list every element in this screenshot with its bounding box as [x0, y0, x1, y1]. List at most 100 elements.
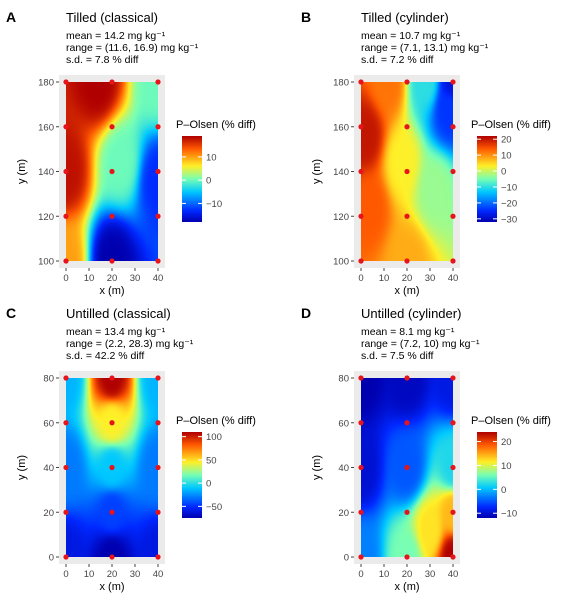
- sample-point: [358, 258, 364, 264]
- x-axis-label: x (m): [99, 285, 124, 297]
- sample-point: [109, 258, 115, 264]
- x-tick-label: 20: [402, 569, 413, 580]
- colorbar-tick-label: 0: [206, 479, 211, 490]
- y-tick-label: 180: [38, 78, 54, 89]
- x-tick-label: 30: [130, 569, 141, 580]
- y-tick-label: 40: [338, 463, 349, 474]
- sample-point: [109, 554, 115, 560]
- sample-point: [358, 464, 364, 471]
- x-tick-label: 10: [379, 569, 390, 580]
- sample-point: [63, 79, 69, 85]
- sample-point: [63, 213, 69, 219]
- y-tick-label: 120: [333, 212, 349, 223]
- stat-line: s.d. = 7.8 % diff: [66, 54, 139, 66]
- sample-point: [109, 168, 115, 175]
- sample-point: [450, 258, 456, 264]
- x-tick-label: 20: [107, 273, 118, 284]
- sample-point: [109, 375, 115, 381]
- sample-point: [404, 464, 410, 471]
- sample-point: [109, 124, 115, 130]
- y-tick-label: 60: [43, 418, 54, 429]
- sample-point: [109, 464, 115, 471]
- sample-point: [450, 509, 456, 515]
- sample-point: [155, 375, 161, 381]
- stat-line: mean = 8.1 mg kg⁻¹: [361, 326, 455, 338]
- sample-point: [63, 554, 69, 560]
- y-tick-label: 180: [333, 78, 349, 89]
- sample-point: [358, 509, 364, 515]
- y-axis-label: y (m): [16, 159, 28, 184]
- y-tick-label: 20: [338, 508, 349, 519]
- y-tick-label: 40: [43, 463, 54, 474]
- y-tick-label: 140: [38, 167, 54, 178]
- y-tick-label: 100: [38, 257, 54, 268]
- panel-b: B Tilled (cylinder) mean = 10.7 mg kg⁻¹ran…: [301, 9, 551, 297]
- colorbar-tick-label: 20: [501, 135, 512, 146]
- stat-line: range = (7.2, 10) mg kg⁻¹: [361, 338, 480, 350]
- y-axis-label: y (m): [16, 455, 28, 480]
- sample-point: [404, 375, 410, 381]
- stat-line: mean = 10.7 mg kg⁻¹: [361, 30, 461, 42]
- y-axis-label: y (m): [311, 455, 323, 480]
- x-tick-label: 10: [84, 273, 95, 284]
- sample-point: [450, 79, 456, 85]
- sample-point: [404, 168, 410, 175]
- sample-point: [63, 258, 69, 264]
- sample-point: [358, 168, 364, 175]
- x-tick-label: 30: [130, 273, 141, 284]
- panel-letter: B: [301, 9, 311, 25]
- panel-letter: D: [301, 305, 311, 321]
- sample-point: [155, 420, 161, 426]
- colorbar-tick-label: −10: [501, 509, 517, 520]
- sample-point: [358, 375, 364, 381]
- sample-point: [404, 554, 410, 560]
- legend-title: P–Olsen (% diff): [471, 119, 551, 131]
- legend-title: P–Olsen (% diff): [471, 415, 551, 427]
- colorbar: [477, 136, 497, 222]
- sample-point: [109, 509, 115, 515]
- panel-c: C Untilled (classical) mean = 13.4 mg kg⁻¹…: [6, 305, 256, 593]
- colorbar-tick-label: 0: [206, 176, 211, 187]
- x-tick-label: 30: [425, 569, 436, 580]
- sample-point: [155, 258, 161, 264]
- x-tick-label: 30: [425, 273, 436, 284]
- sample-point: [155, 464, 161, 471]
- sample-point: [404, 124, 410, 130]
- sample-point: [404, 509, 410, 515]
- panel-a: A Tilled (classical) mean = 14.2 mg kg⁻¹ra…: [6, 9, 256, 297]
- x-tick-label: 0: [63, 569, 68, 580]
- colorbar: [182, 136, 202, 222]
- colorbar-tick-label: −10: [501, 182, 517, 193]
- sample-point: [155, 79, 161, 85]
- x-tick-label: 40: [153, 569, 164, 580]
- sample-point: [450, 168, 456, 175]
- sample-point: [109, 79, 115, 85]
- sample-point: [109, 213, 115, 219]
- x-tick-label: 0: [63, 273, 68, 284]
- colorbar-tick-label: 0: [501, 167, 506, 178]
- sample-point: [358, 213, 364, 219]
- y-tick-label: 120: [38, 212, 54, 223]
- colorbar-tick-label: 50: [206, 455, 217, 466]
- x-tick-label: 20: [107, 569, 118, 580]
- colorbar-tick-label: 10: [206, 152, 217, 163]
- stat-line: mean = 13.4 mg kg⁻¹: [66, 326, 166, 338]
- panel-d: D Untilled (cylinder) mean = 8.1 mg kg⁻¹ra…: [301, 305, 551, 593]
- stat-line: s.d. = 7.5 % diff: [361, 350, 434, 362]
- colorbar-tick-label: 10: [501, 151, 512, 162]
- stat-line: mean = 14.2 mg kg⁻¹: [66, 30, 166, 42]
- x-tick-label: 0: [358, 569, 363, 580]
- sample-point: [155, 213, 161, 219]
- colorbar: [182, 432, 202, 518]
- sample-point: [450, 420, 456, 426]
- panel-title: Tilled (classical): [66, 10, 158, 25]
- panel-title: Tilled (cylinder): [361, 10, 449, 25]
- x-tick-label: 10: [379, 273, 390, 284]
- y-tick-label: 20: [43, 508, 54, 519]
- stat-line: s.d. = 7.2 % diff: [361, 54, 434, 66]
- x-axis-label: x (m): [394, 581, 419, 593]
- colorbar-tick-label: −30: [501, 214, 517, 225]
- sample-point: [155, 168, 161, 175]
- sample-point: [450, 375, 456, 381]
